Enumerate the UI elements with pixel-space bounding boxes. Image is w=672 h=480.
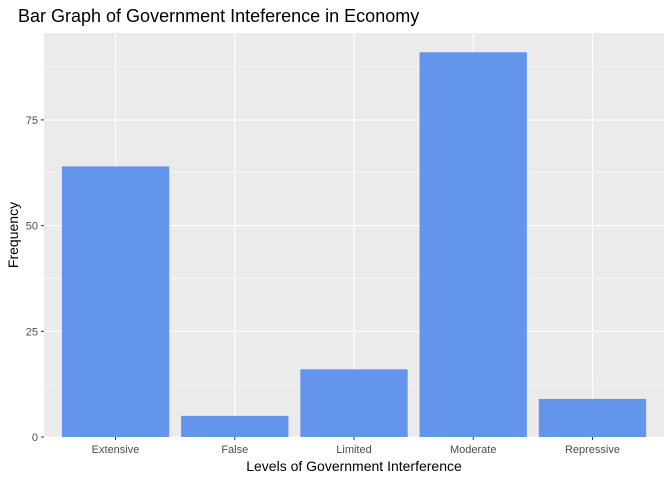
chart-title: Bar Graph of Government Inteference in E… [18, 6, 419, 26]
bar-extensive [61, 166, 170, 437]
bars [61, 52, 647, 437]
bar-false [181, 415, 289, 437]
y-tick-label: 25 [26, 326, 38, 338]
bar-repressive [538, 398, 647, 437]
x-tick-label: Repressive [565, 444, 620, 456]
y-axis: 0 25 50 75 [26, 115, 44, 444]
bar-moderate [419, 52, 527, 437]
y-tick-label: 0 [32, 432, 38, 444]
x-tick-label: Moderate [450, 444, 496, 456]
x-tick-label: Limited [336, 444, 371, 456]
x-tick-label: Extensive [92, 444, 140, 456]
bar-limited [300, 369, 408, 437]
x-tick-label: False [221, 444, 248, 456]
y-tick-label: 75 [26, 115, 38, 127]
x-axis-title: Levels of Government Interference [246, 458, 462, 474]
y-axis-title: Frequency [5, 202, 21, 268]
x-axis: Extensive False Limited Moderate Repressive [92, 437, 620, 456]
y-tick-label: 50 [26, 221, 38, 233]
